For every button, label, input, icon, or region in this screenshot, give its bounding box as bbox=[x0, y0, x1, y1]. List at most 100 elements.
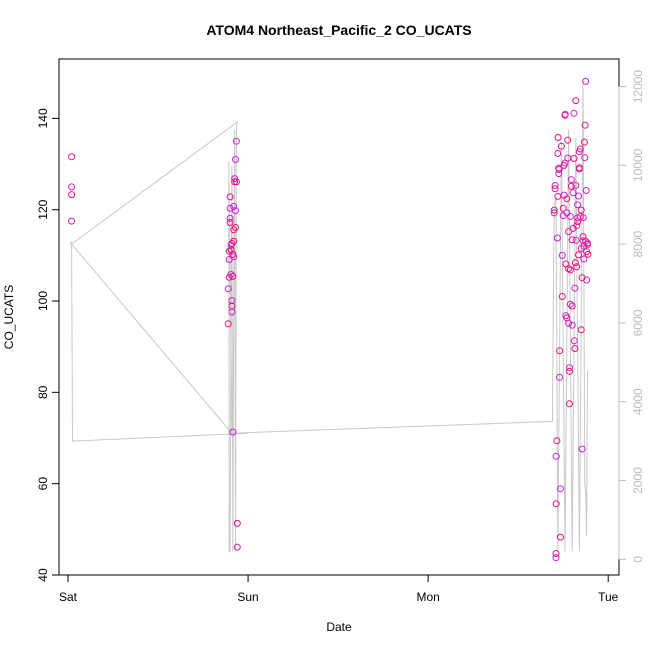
secondary-y-axis: 0 2000 4000 6000 8000 10000 12000 bbox=[618, 70, 645, 563]
data-point bbox=[68, 191, 76, 199]
data-point bbox=[573, 222, 581, 230]
x-tick-label: Sat bbox=[59, 590, 78, 604]
data-point bbox=[572, 236, 580, 244]
data-point bbox=[68, 183, 76, 191]
data-point bbox=[575, 192, 582, 200]
data-point bbox=[575, 251, 582, 259]
data-point bbox=[584, 250, 592, 258]
y-tick-label: 80 bbox=[36, 385, 50, 399]
data-point bbox=[228, 297, 236, 305]
data-point bbox=[567, 182, 575, 190]
x-axis: Sat Sun Mon Tue bbox=[59, 574, 619, 604]
point-series-layer bbox=[68, 77, 592, 562]
data-point bbox=[566, 367, 573, 375]
x-axis-title: Date bbox=[326, 620, 352, 634]
data-point bbox=[564, 136, 572, 144]
data-point bbox=[68, 153, 76, 161]
y-axis: 40 60 80 100 120 140 bbox=[36, 108, 60, 582]
data-point bbox=[559, 204, 567, 212]
x-tick-label: Mon bbox=[416, 590, 439, 604]
data-point bbox=[570, 155, 578, 162]
data-point bbox=[557, 485, 564, 493]
data-point bbox=[550, 206, 558, 214]
secondary-y-tick-label: 2000 bbox=[631, 467, 645, 494]
data-point bbox=[227, 246, 235, 254]
data-point bbox=[577, 326, 585, 334]
y-tick-label: 60 bbox=[36, 477, 50, 491]
data-point bbox=[568, 321, 576, 329]
data-point bbox=[563, 195, 571, 203]
data-point bbox=[566, 213, 574, 220]
data-point bbox=[552, 500, 560, 508]
data-point bbox=[568, 302, 576, 310]
data-point bbox=[567, 176, 575, 184]
data-point bbox=[582, 187, 590, 194]
data-point bbox=[552, 550, 560, 557]
data-point bbox=[555, 166, 563, 173]
data-point bbox=[577, 206, 585, 214]
secondary-y-tick-label: 4000 bbox=[631, 388, 645, 415]
data-point bbox=[230, 203, 238, 210]
secondary-y-tick-label: 10000 bbox=[631, 148, 645, 182]
chart-title: ATOM4 Northeast_Pacific_2 CO_UCATS bbox=[206, 22, 471, 38]
data-point bbox=[568, 236, 576, 244]
data-point bbox=[226, 214, 234, 222]
data-point bbox=[556, 347, 564, 355]
data-point bbox=[557, 533, 564, 541]
data-point bbox=[232, 137, 240, 145]
data-point bbox=[572, 97, 580, 105]
data-point bbox=[573, 263, 581, 271]
data-point bbox=[550, 209, 558, 217]
data-point bbox=[552, 452, 560, 460]
data-point bbox=[566, 364, 573, 372]
data-point bbox=[554, 192, 562, 200]
data-point bbox=[571, 345, 579, 352]
data-point bbox=[233, 519, 241, 527]
line-series-layer bbox=[69, 80, 588, 552]
data-point bbox=[228, 308, 236, 316]
data-point bbox=[227, 271, 235, 278]
data-point bbox=[230, 237, 238, 245]
data-point bbox=[233, 543, 241, 551]
data-point bbox=[224, 320, 232, 328]
data-point bbox=[571, 259, 579, 267]
data-point bbox=[232, 156, 239, 163]
data-point bbox=[226, 193, 234, 201]
data-point bbox=[566, 400, 573, 408]
data-point bbox=[232, 207, 239, 215]
data-point bbox=[576, 213, 584, 220]
data-point bbox=[230, 226, 238, 234]
data-point bbox=[561, 110, 569, 118]
data-point bbox=[581, 154, 589, 162]
secondary-y-tick-label: 12000 bbox=[631, 70, 645, 104]
data-point bbox=[232, 224, 239, 231]
data-point bbox=[228, 240, 236, 247]
data-point bbox=[574, 201, 582, 209]
data-point bbox=[584, 239, 591, 247]
data-point bbox=[570, 109, 578, 117]
data-point bbox=[566, 266, 574, 274]
data-point bbox=[579, 214, 587, 221]
data-point bbox=[582, 77, 590, 85]
data-point bbox=[583, 276, 591, 284]
data-point bbox=[554, 134, 562, 141]
data-point bbox=[576, 145, 584, 153]
data-point bbox=[572, 182, 580, 189]
data-point bbox=[553, 234, 561, 242]
data-point bbox=[556, 373, 564, 381]
data-point bbox=[558, 293, 566, 300]
series-line bbox=[69, 80, 588, 552]
data-point bbox=[229, 272, 237, 280]
x-tick-label: Sun bbox=[237, 590, 258, 604]
data-point bbox=[553, 437, 561, 445]
data-point bbox=[566, 300, 574, 308]
data-point bbox=[557, 142, 565, 150]
data-point bbox=[564, 154, 572, 162]
data-point bbox=[551, 185, 559, 193]
data-point bbox=[68, 217, 76, 225]
data-point bbox=[578, 445, 586, 453]
data-point bbox=[565, 265, 573, 273]
data-point bbox=[580, 138, 588, 146]
data-point bbox=[575, 164, 583, 172]
y-tick-label: 100 bbox=[36, 291, 50, 311]
